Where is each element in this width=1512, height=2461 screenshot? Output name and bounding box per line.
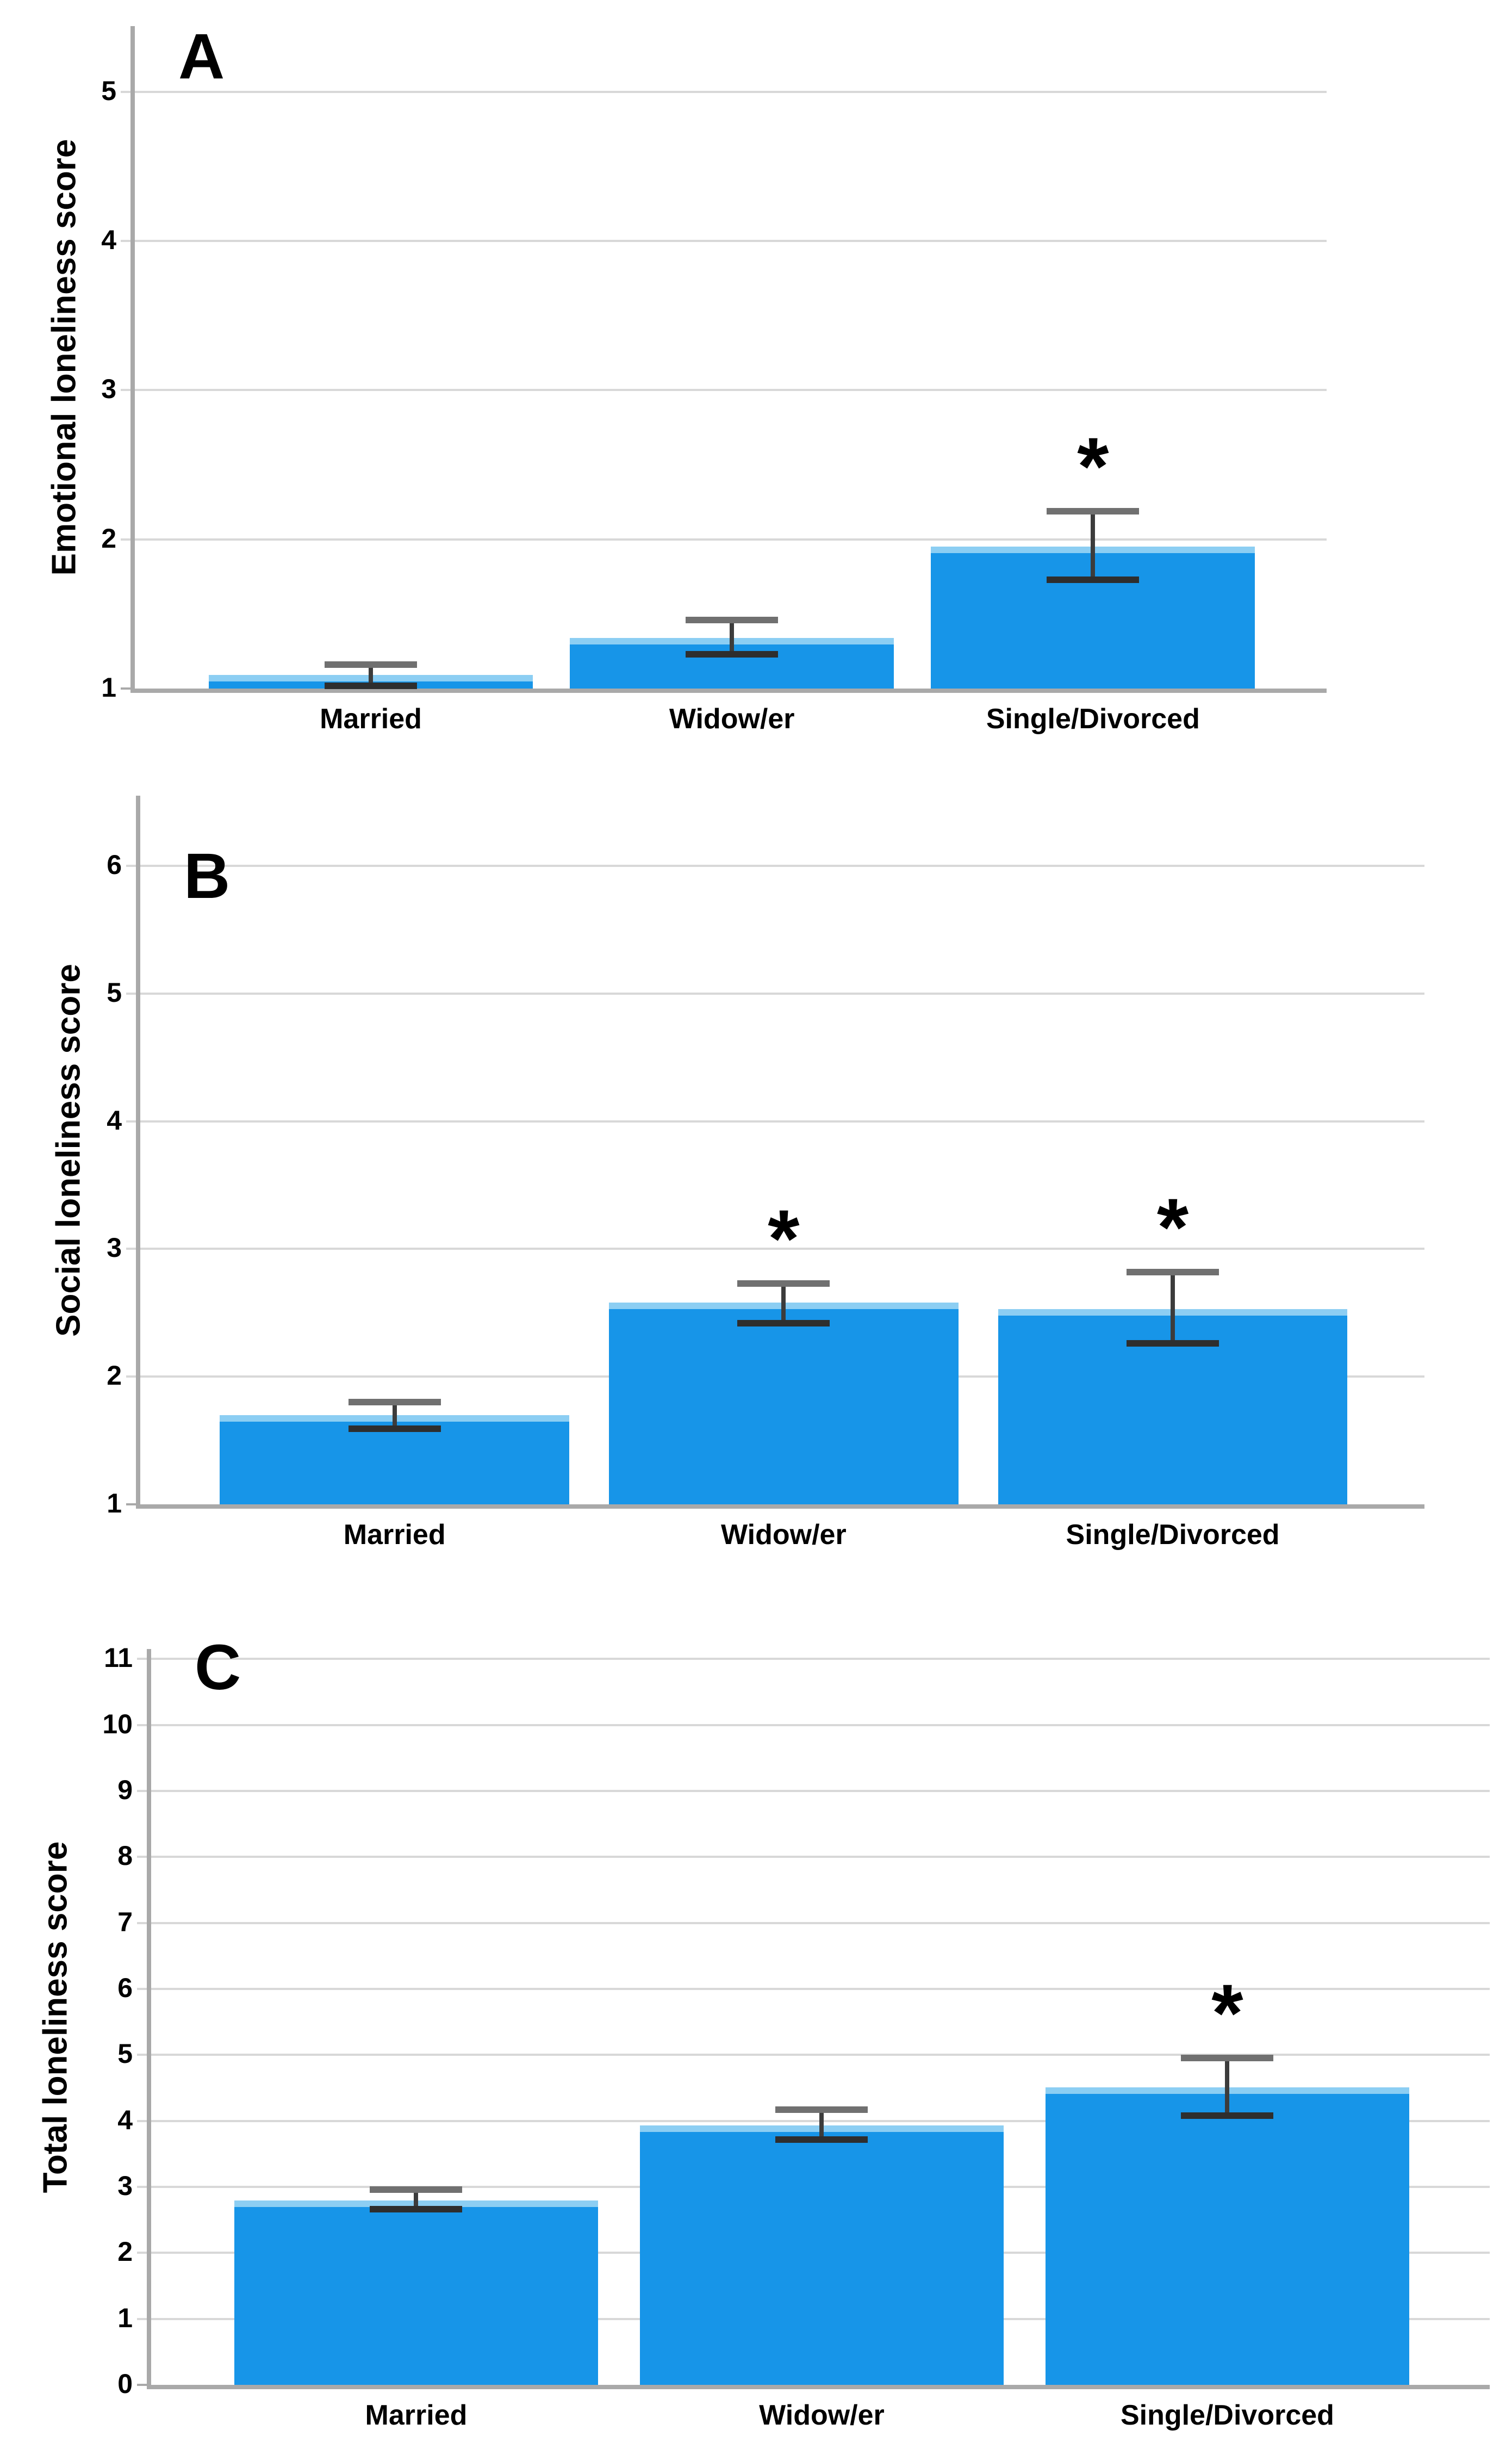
x-axis-line xyxy=(147,2385,1490,2389)
panel-letter-b: B xyxy=(184,840,231,912)
error-bar-cap-top xyxy=(737,1280,830,1287)
y-tick-label: 4 xyxy=(101,225,116,256)
x-category-label: Single/Divorced xyxy=(1066,1519,1280,1551)
y-tick-label: 5 xyxy=(107,977,122,1008)
y-tick-label: 1 xyxy=(101,672,116,703)
gridline xyxy=(121,389,1327,392)
y-tick-label: 4 xyxy=(117,2104,133,2135)
error-bar-stem xyxy=(1225,2058,1230,2116)
error-bar-cap-bottom xyxy=(348,1425,441,1433)
y-tick-label: 9 xyxy=(117,1774,133,1805)
significance-asterisk: * xyxy=(1077,420,1109,512)
bar-single-divorced xyxy=(1045,2087,1410,2385)
error-bar-cap-top xyxy=(348,1399,441,1406)
error-bar-cap-bottom xyxy=(325,682,418,689)
error-bar-cap-top xyxy=(775,2106,868,2113)
y-axis-line xyxy=(130,26,135,693)
bar-married xyxy=(234,2200,599,2385)
significance-asterisk: * xyxy=(1156,1181,1189,1273)
y-tick-label: 10 xyxy=(102,1708,133,1739)
error-bar-stem xyxy=(819,2109,824,2140)
gridline xyxy=(137,2119,1490,2122)
error-bar-cap-top xyxy=(370,2186,463,2193)
y-tick-label: 4 xyxy=(107,1105,122,1136)
x-axis-line xyxy=(136,1504,1424,1509)
tick-stub xyxy=(137,2384,147,2386)
gridline xyxy=(137,1856,1490,1858)
y-tick-label: 8 xyxy=(117,1840,133,1871)
gridline xyxy=(121,90,1327,93)
error-bar-cap-bottom xyxy=(737,1319,830,1326)
error-bar-cap-bottom xyxy=(1047,576,1140,583)
x-category-label: Widow/er xyxy=(759,2400,885,2431)
y-tick-label: 1 xyxy=(117,2302,133,2333)
error-bar-cap-bottom xyxy=(686,650,779,658)
y-tick-label: 11 xyxy=(104,1642,133,1673)
y-axis-title: Social loneliness score xyxy=(49,963,88,1337)
tick-stub xyxy=(121,687,130,690)
y-tick-label: 2 xyxy=(117,2236,133,2267)
error-bar-stem xyxy=(392,1402,397,1429)
error-bar-cap-bottom xyxy=(370,2206,463,2213)
y-tick-label: 1 xyxy=(107,1488,122,1518)
y-tick-label: 0 xyxy=(117,2369,133,2399)
bar-widow-er xyxy=(639,2125,1004,2385)
gridline xyxy=(126,992,1424,995)
error-bar-stem xyxy=(1171,1272,1175,1344)
y-axis-line xyxy=(147,1649,151,2389)
error-bar-cap-top xyxy=(1181,2055,1274,2062)
y-tick-label: 7 xyxy=(117,1906,133,1937)
panel-letter-c: C xyxy=(195,1632,241,1703)
y-axis-title: Total loneliness score xyxy=(36,1841,74,2193)
error-bar-cap-top xyxy=(686,616,779,623)
y-tick-label: 2 xyxy=(107,1360,122,1391)
gridline xyxy=(126,865,1424,867)
y-tick-label: 6 xyxy=(117,1972,133,2003)
y-tick-label: 5 xyxy=(101,75,116,106)
gridline xyxy=(126,1120,1424,1123)
gridline xyxy=(137,2054,1490,2056)
gridline xyxy=(137,1987,1490,1990)
x-category-label: Married xyxy=(320,703,422,735)
error-bar-stem xyxy=(414,2189,419,2210)
gridline xyxy=(121,240,1327,243)
y-axis-title: Emotional loneliness score xyxy=(45,139,83,576)
y-tick-label: 5 xyxy=(117,2038,133,2069)
error-bar-cap-top xyxy=(325,661,418,668)
bar-widow-er xyxy=(609,1303,959,1504)
error-bar-cap-bottom xyxy=(775,2136,868,2143)
gridline xyxy=(121,538,1327,541)
y-tick-label: 6 xyxy=(107,850,122,881)
gridline xyxy=(137,1921,1490,1924)
error-bar-cap-bottom xyxy=(1181,2112,1274,2119)
error-bar-stem xyxy=(730,619,735,654)
y-tick-label: 2 xyxy=(101,523,116,554)
error-bar-cap-top xyxy=(1127,1268,1219,1275)
gridline xyxy=(137,1789,1490,1792)
y-tick-label: 3 xyxy=(107,1232,122,1263)
x-axis-line xyxy=(130,689,1327,693)
x-category-label: Married xyxy=(343,1519,446,1551)
y-axis-line xyxy=(136,796,140,1509)
y-tick-label: 3 xyxy=(101,374,116,405)
gridline xyxy=(126,1248,1424,1250)
gridline xyxy=(137,1724,1490,1726)
error-bar-stem xyxy=(369,665,374,686)
gridline xyxy=(137,1658,1490,1660)
x-category-label: Widow/er xyxy=(721,1519,847,1551)
error-bar-stem xyxy=(781,1283,786,1323)
error-bar-cap-top xyxy=(1047,507,1140,514)
significance-asterisk: * xyxy=(768,1192,800,1284)
x-category-label: Single/Divorced xyxy=(1120,2400,1334,2431)
y-tick-label: 3 xyxy=(117,2170,133,2201)
error-bar-stem xyxy=(1091,511,1096,580)
significance-asterisk: * xyxy=(1211,1967,1243,2059)
x-category-label: Married xyxy=(365,2400,468,2431)
error-bar-cap-bottom xyxy=(1127,1340,1219,1347)
tick-stub xyxy=(126,1503,136,1505)
x-category-label: Widow/er xyxy=(669,703,795,735)
x-category-label: Single/Divorced xyxy=(986,703,1200,735)
panel-letter-a: A xyxy=(178,21,225,92)
